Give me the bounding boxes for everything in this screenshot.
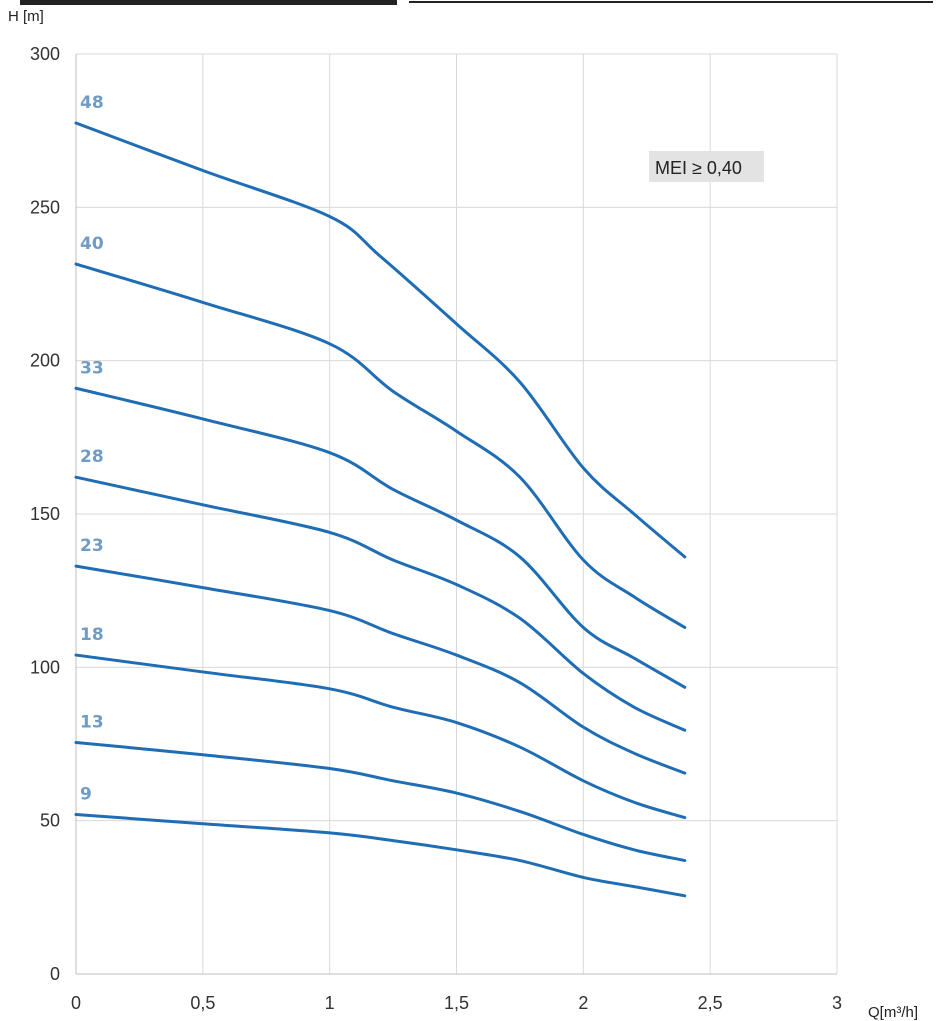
- series-label-23: 23: [80, 536, 104, 556]
- series-label-9: 9: [80, 785, 92, 805]
- series-line-13: [74, 740, 687, 863]
- series-labels: 48 40 33 28 23 18 13 9: [80, 93, 104, 805]
- top-bar-left: [20, 0, 397, 5]
- y-tick-label: 250: [30, 197, 60, 217]
- tick-labels: 0 0,5 1 1,5 2 2,5 3 0 50 100 150 200 250 300: [30, 44, 842, 1013]
- x-axis-label: Q[m³/h]: [868, 1004, 918, 1021]
- y-axis-label: H [m]: [8, 8, 44, 25]
- y-tick-label: 300: [30, 44, 60, 64]
- series-lines: [74, 121, 687, 898]
- x-tick-label: 0: [71, 993, 81, 1013]
- series-label-28: 28: [80, 447, 104, 467]
- series-line-40: [74, 262, 687, 629]
- x-tick-label: 0,5: [190, 993, 215, 1013]
- series-line-18: [74, 653, 687, 820]
- series-label-13: 13: [80, 712, 104, 732]
- series-line-23: [74, 564, 687, 775]
- x-tick-label: 2,5: [698, 993, 723, 1013]
- series-label-33: 33: [80, 358, 104, 378]
- series-line-9: [74, 813, 687, 898]
- series-label-48: 48: [80, 93, 104, 113]
- annotation-background: [649, 151, 764, 182]
- y-tick-label: 50: [40, 811, 60, 831]
- top-bar-right: [409, 1, 933, 3]
- x-tick-label: 1: [325, 993, 335, 1013]
- series-label-40: 40: [80, 234, 104, 254]
- axes: [75, 54, 837, 975]
- annotation-text: MEI ≥ 0,40: [655, 158, 742, 178]
- y-tick-label: 150: [30, 504, 60, 524]
- series-line-28: [74, 475, 687, 732]
- x-tick-label: 1,5: [444, 993, 469, 1013]
- series-label-18: 18: [80, 625, 104, 645]
- series-line-33: [74, 386, 687, 689]
- x-tick-label: 2: [578, 993, 588, 1013]
- y-tick-label: 100: [30, 657, 60, 677]
- y-tick-label: 0: [50, 964, 60, 984]
- series-line-48: [74, 121, 687, 559]
- x-tick-label: 3: [832, 993, 842, 1013]
- y-tick-label: 200: [30, 351, 60, 371]
- annotation-box: MEI ≥ 0,40: [649, 151, 764, 182]
- grid: [76, 53, 838, 974]
